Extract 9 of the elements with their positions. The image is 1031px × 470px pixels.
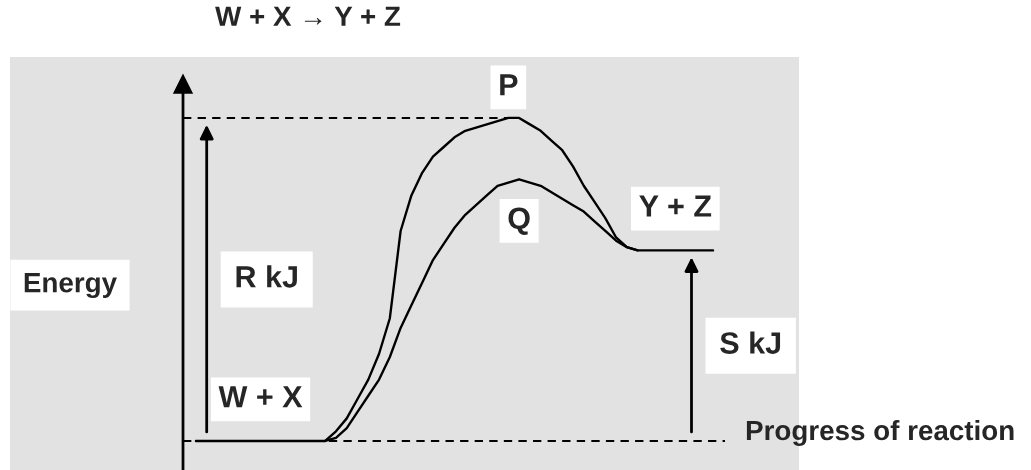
annotation: W + X [218,386,303,408]
x-axis-title: Progress of reaction [746,419,1014,446]
series-label: P [500,74,518,96]
series-label: Q [508,207,530,235]
annotation: S kJ [720,331,781,354]
y-axis-title: Energy [24,273,117,299]
chart-title: W + X → Y + Z [215,6,401,26]
annotation: R kJ [236,265,297,288]
annotation: Y + Z [639,195,712,217]
